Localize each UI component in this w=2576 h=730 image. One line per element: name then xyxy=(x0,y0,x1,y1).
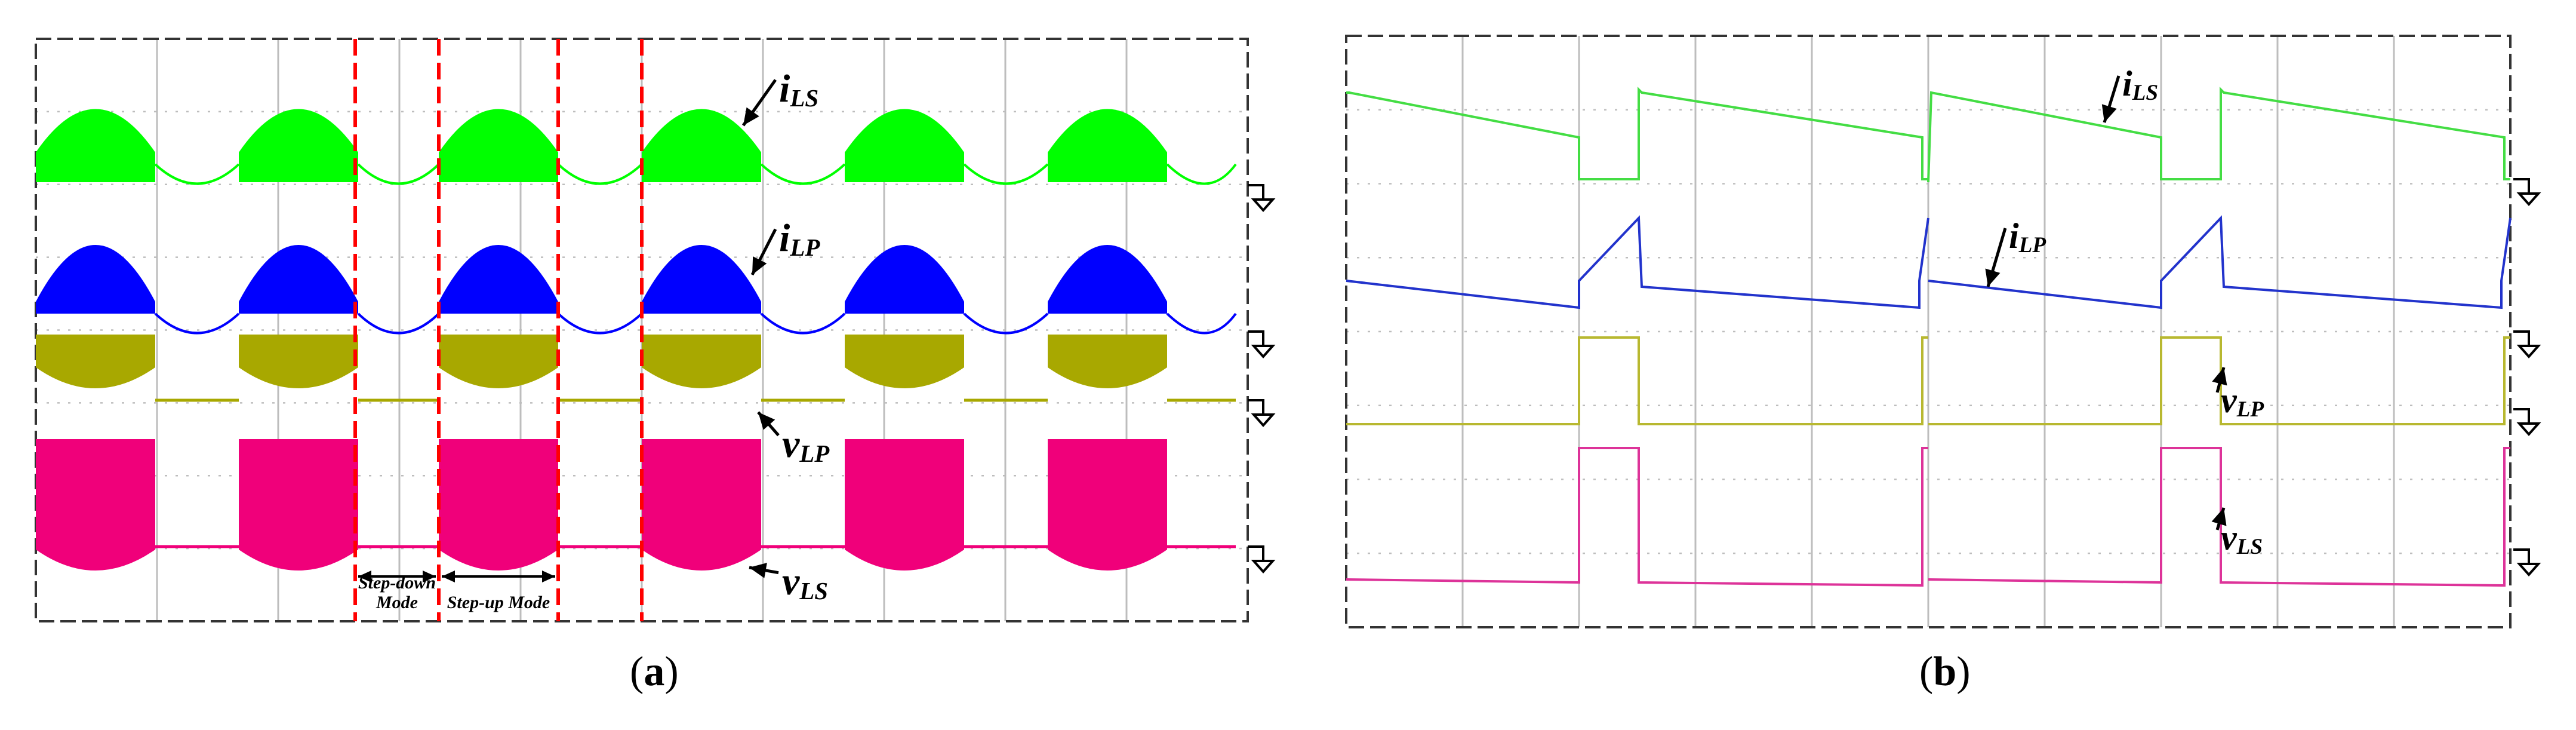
panel-a-vLS-burst xyxy=(845,439,964,570)
panel-a-label-vls: vLS xyxy=(782,560,828,605)
panel-a-label-vls-arrow-head xyxy=(749,563,767,578)
panel-b-ground-icon xyxy=(2513,548,2541,577)
panel-a-iLP-gap xyxy=(963,312,1049,335)
panel-a-ground-icon xyxy=(1248,184,1276,213)
panel-b-label-vls-arrow-head xyxy=(2211,508,2227,526)
panel-b-ilp-trace xyxy=(1346,215,1929,309)
panel-b-ground-icon xyxy=(2513,408,2541,437)
panel-a-iLP-gap xyxy=(357,312,440,335)
panel-a-iLS-burst xyxy=(239,109,358,182)
panel-b-ilp-trace xyxy=(1928,215,2512,309)
panel-a-label-ilp: iLP xyxy=(779,216,820,261)
panel-a-vLS-burst xyxy=(1048,439,1167,570)
panel-b-vls-trace xyxy=(1346,447,1928,587)
panel-a-stepdown-arrow-left xyxy=(358,570,371,582)
panel-a-stepdown-label: Step-down xyxy=(358,573,436,593)
panel-b-label-vlp: vLP xyxy=(2221,381,2264,422)
panel-b-ground-icon xyxy=(2513,330,2541,359)
panel-a-vLS-burst xyxy=(36,439,155,570)
panel-a-iLS-gap xyxy=(1166,163,1237,185)
panel-a-vLP-burst xyxy=(845,335,964,388)
panel-a-iLS-burst xyxy=(439,109,558,182)
panel-a-stepup-label: Step-up Mode xyxy=(447,593,550,612)
panel-b-frame xyxy=(1345,35,2512,628)
panel-b-label-vls: vLS xyxy=(2221,518,2263,559)
panel-b-ils-trace xyxy=(1927,87,2510,183)
panel-a-label-ilp-arrow-head xyxy=(752,256,767,275)
panel-b-label-ils: iLS xyxy=(2122,64,2158,105)
panel-a-iLS-gap xyxy=(963,163,1049,185)
panel-a-vLS-burst xyxy=(239,439,358,570)
panel-b-label-ilp: iLP xyxy=(2009,216,2046,257)
panel-a-vLS-burst xyxy=(439,439,558,570)
panel-a-ground-icon xyxy=(1248,330,1276,359)
panel-a-stepup-arrow-left xyxy=(442,570,455,582)
panel-a-iLP-burst xyxy=(1048,245,1167,314)
panel-a-stepdown-arrow-right xyxy=(423,570,436,582)
panel-a-iLP-burst xyxy=(845,245,964,314)
panel-a-vLP-burst xyxy=(1048,335,1167,388)
panel-a-label-ils: iLS xyxy=(779,67,818,112)
panel-b-ground-icon xyxy=(2513,178,2541,207)
panel-a-stepdown-label-2: Mode xyxy=(376,593,418,612)
panel-b-vlp-trace xyxy=(1346,336,1928,425)
panel-a-iLS-burst xyxy=(845,109,964,182)
panel-a-iLS-burst xyxy=(36,109,155,182)
panel-a-iLP-gap xyxy=(557,312,643,335)
panel-a-iLP-burst xyxy=(239,245,358,314)
panel-a-iLS-gap xyxy=(357,163,440,185)
panel-a-iLP-gap xyxy=(1166,312,1237,335)
panel-a-iLS-gap xyxy=(154,163,240,185)
panel-a-stepup-arrow-right xyxy=(542,570,555,582)
panel-a-label-ils-arrow-head xyxy=(743,107,759,125)
panel-a-iLP-burst xyxy=(642,245,761,314)
panel-a-iLS-burst xyxy=(642,109,761,182)
panel-a-iLS-gap xyxy=(557,163,643,185)
panel-a-vLP-burst xyxy=(36,335,155,388)
panel-a-iLP-burst xyxy=(439,245,558,314)
panel-a-label-vlp-arrow-head xyxy=(758,412,775,430)
panel-b-label-ils-arrow-head xyxy=(2101,104,2117,122)
panel-a-ground-icon xyxy=(1248,545,1276,574)
panel-a-iLP-gap xyxy=(760,312,846,335)
panel-b-label-ilp-arrow-head xyxy=(1985,268,2001,287)
panel-a-iLP-gap xyxy=(154,312,240,335)
panel-a-iLP-burst xyxy=(36,245,155,314)
panel-a-vLP-burst xyxy=(439,335,558,388)
panel-a-ground-icon xyxy=(1248,399,1276,428)
panel-b-label-vlp-arrow-head xyxy=(2212,367,2227,386)
caption-a: (a) xyxy=(630,649,679,695)
panel-a-label-vlp: vLP xyxy=(782,422,830,467)
panel-a-iLS-burst xyxy=(1048,109,1167,182)
caption-b: (b) xyxy=(1919,649,1971,695)
panel-a-iLS-gap xyxy=(760,163,846,185)
panel-b-ils-trace xyxy=(1346,87,1928,180)
panel-a-vLS-burst xyxy=(642,439,761,570)
panel-a-vLP-burst xyxy=(642,335,761,388)
panel-a-vLP-burst xyxy=(239,335,358,388)
panel-b-oscilloscope: iLS iLP vLP vLS xyxy=(1345,35,2541,628)
